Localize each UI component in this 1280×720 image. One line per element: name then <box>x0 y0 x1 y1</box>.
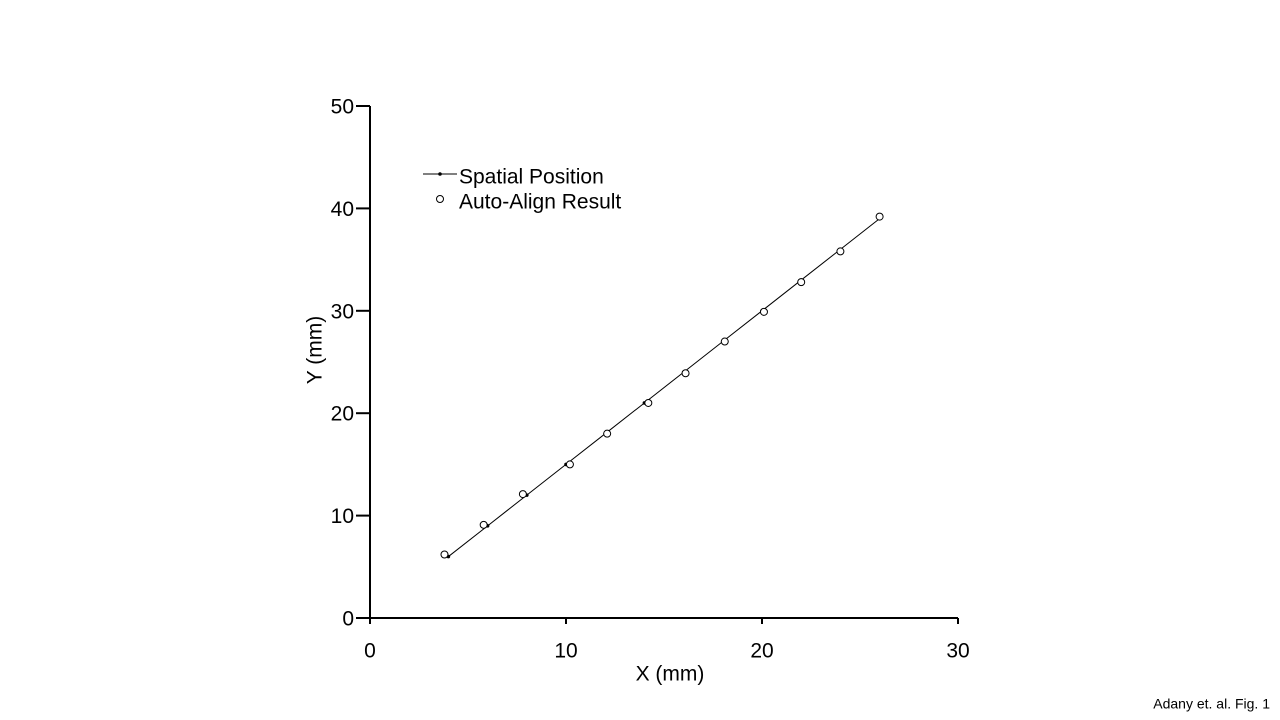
data-point <box>836 247 845 256</box>
data-point <box>720 337 729 346</box>
x-tick-label: 30 <box>946 640 969 663</box>
x-tick-label: 10 <box>554 640 577 663</box>
data-point <box>479 520 488 529</box>
y-tick-label: 30 <box>331 300 354 323</box>
legend-label: Auto-Align Result <box>459 191 621 214</box>
y-axis-label: Y (mm) <box>304 316 327 384</box>
data-point <box>603 429 612 438</box>
data-point <box>681 369 690 378</box>
data-point <box>518 490 527 499</box>
y-tick-label: 40 <box>331 198 354 221</box>
y-tick-label: 0 <box>342 608 354 631</box>
series-line <box>448 218 880 557</box>
x-tick-label: 0 <box>364 640 376 663</box>
data-point <box>797 278 806 287</box>
y-tick-label: 10 <box>331 505 354 528</box>
caption: Adany et. al. Fig. 1 <box>1153 696 1270 712</box>
legend-marker <box>436 195 444 203</box>
data-point <box>759 307 768 316</box>
data-point <box>875 212 884 221</box>
data-point <box>440 550 449 559</box>
data-point <box>644 398 653 407</box>
x-axis-label: X (mm) <box>636 663 705 686</box>
y-tick-label: 50 <box>331 96 354 119</box>
legend-label: Spatial Position <box>459 166 604 189</box>
data-point <box>565 460 574 469</box>
legend-marker <box>438 172 442 176</box>
y-tick-label: 20 <box>331 403 354 426</box>
x-tick-label: 20 <box>750 640 773 663</box>
